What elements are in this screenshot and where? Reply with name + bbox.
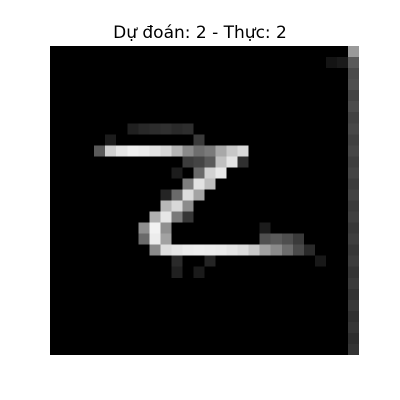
digit-stroke	[94, 145, 304, 267]
figure-title: Dự đoán: 2 - Thực: 2	[113, 23, 287, 43]
digit-image	[50, 46, 359, 355]
edge-strip	[347, 46, 359, 355]
